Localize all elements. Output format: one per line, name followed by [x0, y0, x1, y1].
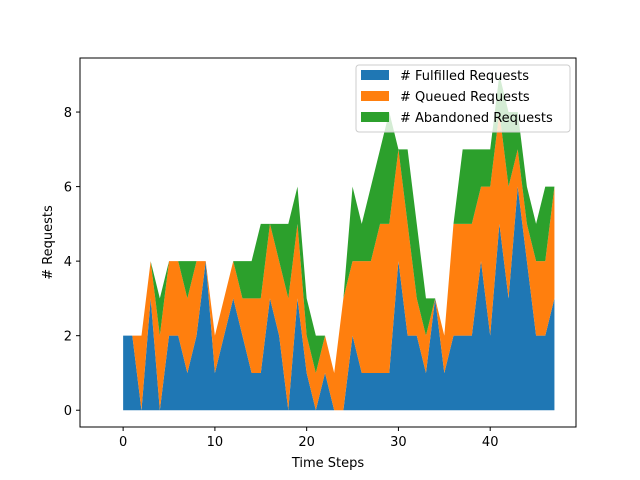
- area-fulfilled: [123, 186, 555, 411]
- area-series-group: [123, 74, 555, 411]
- y-tick-label: 8: [64, 106, 72, 121]
- area-queued: [123, 112, 555, 411]
- x-axis-ticks: 0 10 20 30 40: [119, 427, 498, 450]
- legend-swatch-abandoned: [361, 112, 389, 122]
- x-tick-label: 0: [119, 435, 127, 450]
- x-axis-label: Time Steps: [291, 456, 365, 471]
- legend: # Fulfilled Requests # Queued Requests #…: [355, 64, 571, 133]
- legend-swatch-fulfilled: [361, 70, 389, 80]
- y-axis-ticks: 0 2 4 6 8: [64, 106, 80, 419]
- y-tick-label: 4: [64, 255, 72, 270]
- y-axis-label: # Requests: [41, 205, 56, 280]
- legend-box: [355, 64, 571, 133]
- legend-label-fulfilled: # Fulfilled Requests: [400, 69, 529, 84]
- x-tick-label: 10: [207, 435, 224, 450]
- y-tick-label: 6: [64, 181, 72, 196]
- y-tick-label: 2: [64, 330, 72, 345]
- y-tick-label: 0: [64, 404, 72, 419]
- legend-label-queued: # Queued Requests: [400, 90, 530, 105]
- x-tick-label: 30: [390, 435, 407, 450]
- plot-frame: [79, 57, 577, 428]
- legend-swatch-queued: [361, 91, 389, 101]
- x-tick-label: 20: [298, 435, 315, 450]
- x-tick-label: 40: [482, 435, 499, 450]
- legend-label-abandoned: # Abandoned Requests: [400, 111, 553, 126]
